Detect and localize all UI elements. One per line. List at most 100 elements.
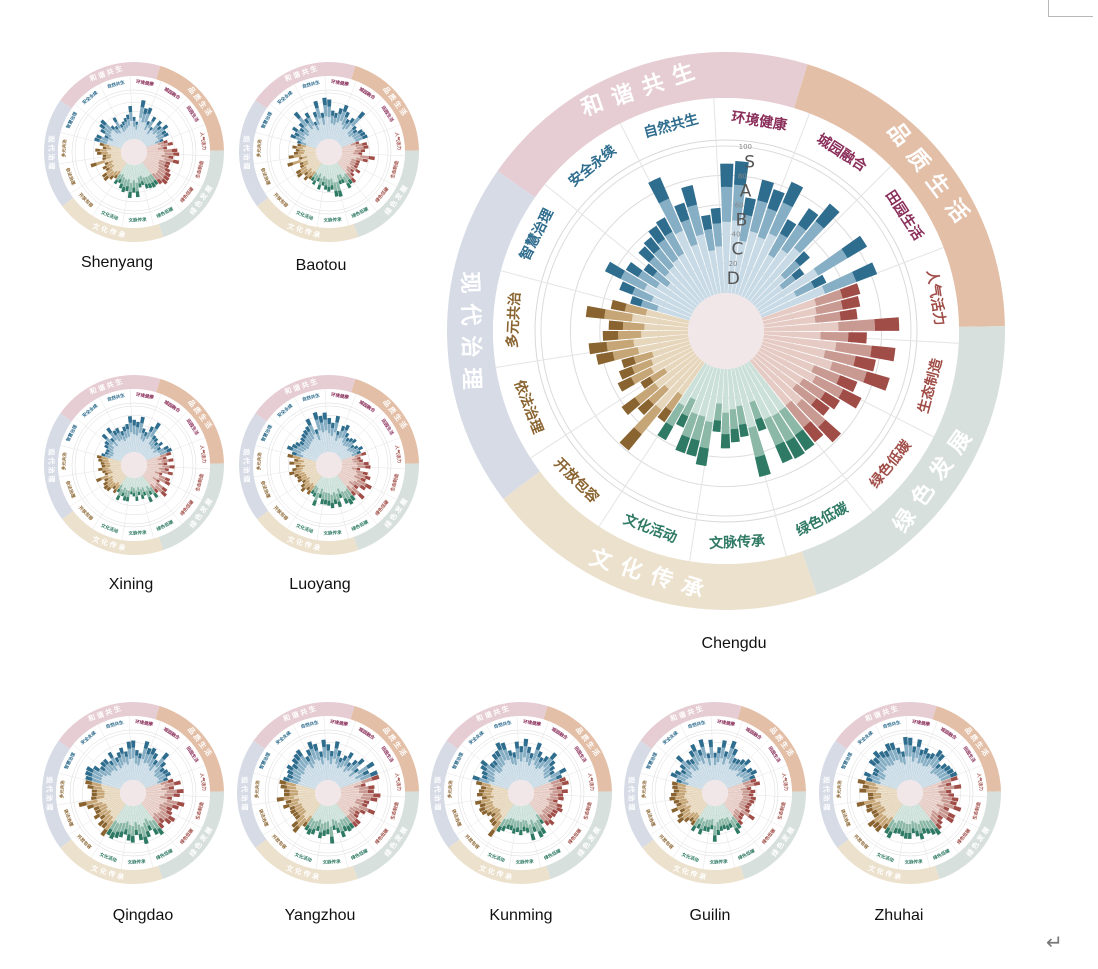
bar-segment [135, 749, 139, 756]
bar-segment [491, 790, 509, 793]
bar-segment [500, 802, 513, 816]
bar-segment [702, 825, 707, 832]
bar-segment [126, 428, 131, 437]
bar-segment [158, 774, 167, 781]
bar-segment [722, 803, 734, 818]
bar-segment [634, 382, 660, 405]
bar-segment [675, 230, 712, 298]
bar-segment [310, 161, 321, 173]
bar-segment [104, 131, 112, 138]
bar-segment [357, 128, 364, 135]
bar-segment [103, 143, 110, 148]
bar-segment [146, 152, 165, 155]
bar-segment [529, 801, 544, 816]
bar-segment [308, 473, 320, 485]
bar-segment [142, 822, 149, 832]
bar-segment [135, 117, 142, 140]
bar-segment [299, 164, 305, 169]
bar-segment [785, 436, 805, 459]
bar-segment [930, 813, 939, 821]
ring-segment [156, 378, 224, 464]
bar-segment [486, 795, 494, 799]
bar-segment [128, 422, 133, 433]
bar-segment [110, 774, 124, 786]
bar-segment [706, 753, 711, 759]
bar-segment [935, 763, 942, 770]
ring-segment [801, 326, 1006, 595]
bar-segment [621, 356, 636, 369]
bar-segment [875, 783, 898, 791]
bar-segment [159, 449, 168, 456]
bar-segment [543, 769, 551, 776]
bar-segment [310, 489, 315, 495]
bar-segment [618, 366, 635, 380]
bar-segment [712, 835, 717, 842]
bar-segment [121, 121, 126, 126]
bar-segment [820, 391, 840, 410]
bar-segment [330, 494, 334, 503]
bar-segment [141, 486, 146, 493]
bar-segment [293, 152, 298, 155]
bar-segment [328, 805, 333, 827]
bar-segment [883, 750, 890, 758]
bar-segment [161, 486, 168, 493]
bar-segment [324, 116, 329, 140]
chart-zhuhai: 和谐共生品质生活绿色发展文化传承现代治理环境健康城园融合田园生活人气活力生态制造… [819, 702, 1001, 884]
bar-segment [716, 758, 723, 781]
bar-segment [549, 752, 558, 761]
bar-segment [363, 799, 370, 805]
bar-segment [873, 793, 882, 796]
bar-segment [811, 365, 841, 385]
bar-segment [884, 799, 900, 811]
bar-segment [351, 125, 357, 131]
bar-segment [110, 437, 115, 443]
bar-segment [173, 793, 180, 798]
ring-segment [819, 740, 849, 848]
bar-segment [306, 170, 313, 178]
bar-segment [172, 159, 180, 165]
bar-segment [307, 156, 318, 162]
bar-segment [144, 158, 160, 170]
bar-segment [84, 770, 93, 777]
bar-segment [847, 332, 867, 344]
bar-segment [519, 805, 523, 823]
bar-segment [744, 254, 775, 300]
bar-segment [330, 164, 336, 183]
bar-segment [323, 164, 328, 177]
bar-segment [96, 795, 105, 800]
bar-segment [341, 149, 355, 152]
bar-segment [325, 164, 329, 179]
bar-segment [302, 160, 309, 164]
bar-segment [925, 819, 933, 830]
bar-segment [290, 134, 297, 139]
bar-segment [345, 121, 352, 130]
bar-segment [333, 804, 342, 820]
bar-segment [495, 758, 504, 768]
bar-segment [163, 801, 173, 808]
bar-segment [892, 803, 904, 821]
bar-segment [516, 820, 520, 828]
bar-segment [885, 801, 901, 817]
bar-segment [799, 378, 826, 400]
bar-segment [723, 751, 729, 758]
bar-segment [78, 801, 87, 808]
bar-segment [718, 764, 725, 781]
bar-segment [336, 801, 351, 815]
bar-segment [330, 477, 335, 493]
bar-segment [143, 448, 155, 458]
bar-segment [732, 748, 739, 756]
bar-segment [936, 768, 946, 777]
bar-segment [915, 830, 920, 837]
bar-segment [160, 470, 169, 475]
bar-segment [139, 129, 146, 141]
bar-segment [321, 491, 326, 500]
bar-segment [146, 153, 162, 157]
bar-segment [148, 757, 156, 768]
ring-segment [446, 702, 548, 749]
bar-segment [342, 440, 348, 447]
bar-segment [143, 741, 150, 750]
bar-segment [357, 465, 366, 469]
bar-segment [110, 757, 119, 767]
bar-segment [329, 435, 333, 453]
bar-segment [938, 790, 947, 793]
